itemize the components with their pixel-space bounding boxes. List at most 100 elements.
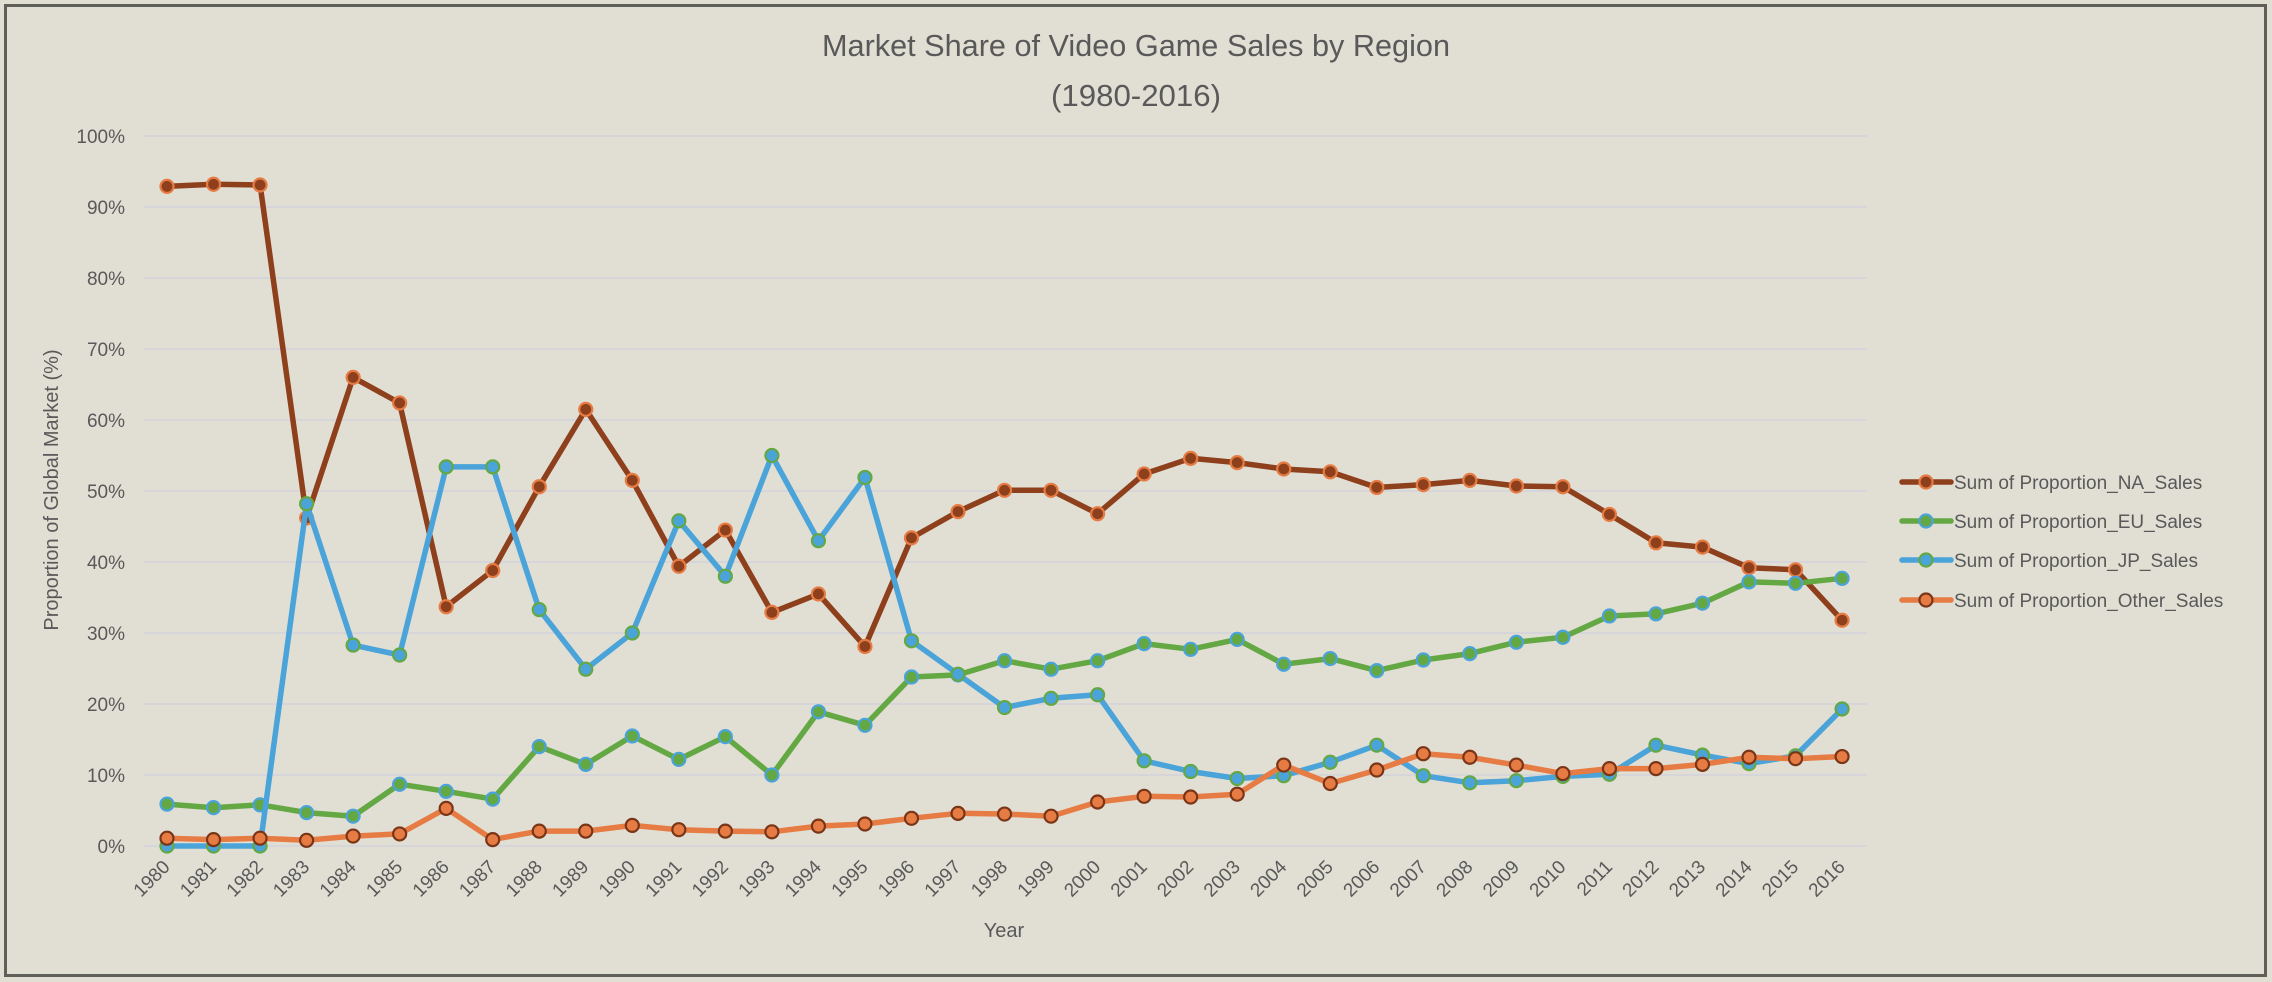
data-point-marker[interactable] [1136,788,1152,804]
data-point-marker[interactable] [1741,574,1757,590]
data-point-marker[interactable] [345,808,361,824]
data-point-marker[interactable] [438,800,454,816]
data-point-marker[interactable] [717,522,733,538]
data-point-marker[interactable] [485,562,501,579]
data-point-marker[interactable] [392,826,408,842]
data-point-marker[interactable] [1508,773,1524,789]
data-point-marker[interactable] [1415,746,1431,762]
data-point-marker[interactable] [1601,506,1618,523]
data-point-marker[interactable] [857,717,873,733]
data-point-marker[interactable] [1694,539,1711,555]
data-point-marker[interactable] [1183,763,1199,780]
data-point-marker[interactable] [903,530,920,546]
data-point-marker[interactable] [578,756,594,772]
data-point-marker[interactable] [996,482,1013,498]
data-point-marker[interactable] [1089,506,1106,522]
data-point-marker[interactable] [1229,455,1245,471]
data-point-marker[interactable] [1043,482,1059,498]
data-point-marker[interactable] [764,824,780,840]
data-point-marker[interactable] [252,177,268,193]
data-point-marker[interactable] [1834,612,1850,628]
data-point-marker[interactable] [1322,775,1338,792]
data-point-marker[interactable] [1183,789,1199,805]
legend-item[interactable]: Sum of Proportion_JP_Sales [1899,551,2198,572]
data-point-marker[interactable] [345,637,361,653]
data-point-marker[interactable] [438,783,454,799]
data-point-marker[interactable] [1183,641,1199,657]
data-point-marker[interactable] [1787,575,1804,591]
data-point-marker[interactable] [578,661,594,677]
data-point-marker[interactable] [903,633,920,649]
data-point-marker[interactable] [1136,636,1152,652]
data-point-marker[interactable] [438,459,454,475]
data-point-marker[interactable] [1834,570,1850,586]
data-point-marker[interactable] [1787,562,1804,578]
data-point-marker[interactable] [671,751,687,767]
data-point-marker[interactable] [1089,687,1106,703]
data-point-marker[interactable] [1601,761,1618,777]
data-point-marker[interactable] [624,817,640,834]
data-point-marker[interactable] [1601,608,1618,624]
data-point-marker[interactable] [1508,634,1524,650]
data-point-marker[interactable] [345,369,361,385]
data-point-marker[interactable] [1462,749,1478,765]
data-point-marker[interactable] [1229,786,1245,802]
data-point-marker[interactable] [159,178,175,195]
data-point-marker[interactable] [1648,606,1664,622]
data-point-marker[interactable] [485,832,501,848]
data-point-marker[interactable] [438,599,454,615]
data-point-marker[interactable] [1415,477,1431,493]
data-point-marker[interactable] [531,601,547,618]
data-point-marker[interactable] [298,496,315,512]
data-point-marker[interactable] [624,472,640,488]
data-point-marker[interactable] [1741,749,1757,765]
data-point-marker[interactable] [1322,754,1338,770]
data-point-marker[interactable] [159,830,175,846]
data-point-marker[interactable] [764,447,780,464]
data-point-marker[interactable] [1369,737,1385,753]
data-point-marker[interactable] [996,653,1013,669]
data-point-marker[interactable] [1508,757,1524,773]
data-point-marker[interactable] [1043,808,1059,824]
data-point-marker[interactable] [298,832,315,848]
data-point-marker[interactable] [1089,653,1106,669]
data-point-marker[interactable] [1555,479,1571,495]
data-point-marker[interactable] [485,791,501,807]
data-point-marker[interactable] [1462,472,1478,488]
data-point-marker[interactable] [1229,631,1245,647]
data-point-marker[interactable] [1369,479,1385,496]
data-point-marker[interactable] [205,176,222,192]
data-point-marker[interactable] [1415,768,1431,784]
data-point-marker[interactable] [205,832,222,848]
data-point-marker[interactable] [1462,775,1478,791]
data-point-marker[interactable] [1787,751,1804,767]
data-point-marker[interactable] [1043,661,1059,677]
data-point-marker[interactable] [810,533,827,549]
data-point-marker[interactable] [1136,466,1152,482]
data-point-marker[interactable] [717,729,733,745]
data-point-marker[interactable] [717,568,733,584]
legend-item[interactable]: Sum of Proportion_NA_Sales [1899,473,2202,494]
data-point-marker[interactable] [1694,756,1711,772]
data-point-marker[interactable] [1276,656,1292,672]
data-point-marker[interactable] [1276,757,1292,773]
data-point-marker[interactable] [531,823,547,839]
data-point-marker[interactable] [1089,794,1106,810]
data-point-marker[interactable] [1555,765,1571,782]
data-point-marker[interactable] [764,604,780,621]
data-point-marker[interactable] [950,666,966,682]
data-point-marker[interactable] [671,558,687,574]
data-point-marker[interactable] [950,503,966,520]
data-point-marker[interactable] [996,806,1013,822]
data-point-marker[interactable] [1043,690,1059,706]
data-point-marker[interactable] [717,823,733,839]
data-point-marker[interactable] [392,776,408,792]
data-point-marker[interactable] [531,738,547,755]
data-point-marker[interactable] [1276,461,1292,477]
data-point-marker[interactable] [1415,652,1431,668]
data-point-marker[interactable] [392,395,408,411]
data-point-marker[interactable] [205,800,222,816]
data-point-marker[interactable] [1322,464,1338,480]
data-point-marker[interactable] [857,638,873,655]
data-point-marker[interactable] [810,818,827,834]
